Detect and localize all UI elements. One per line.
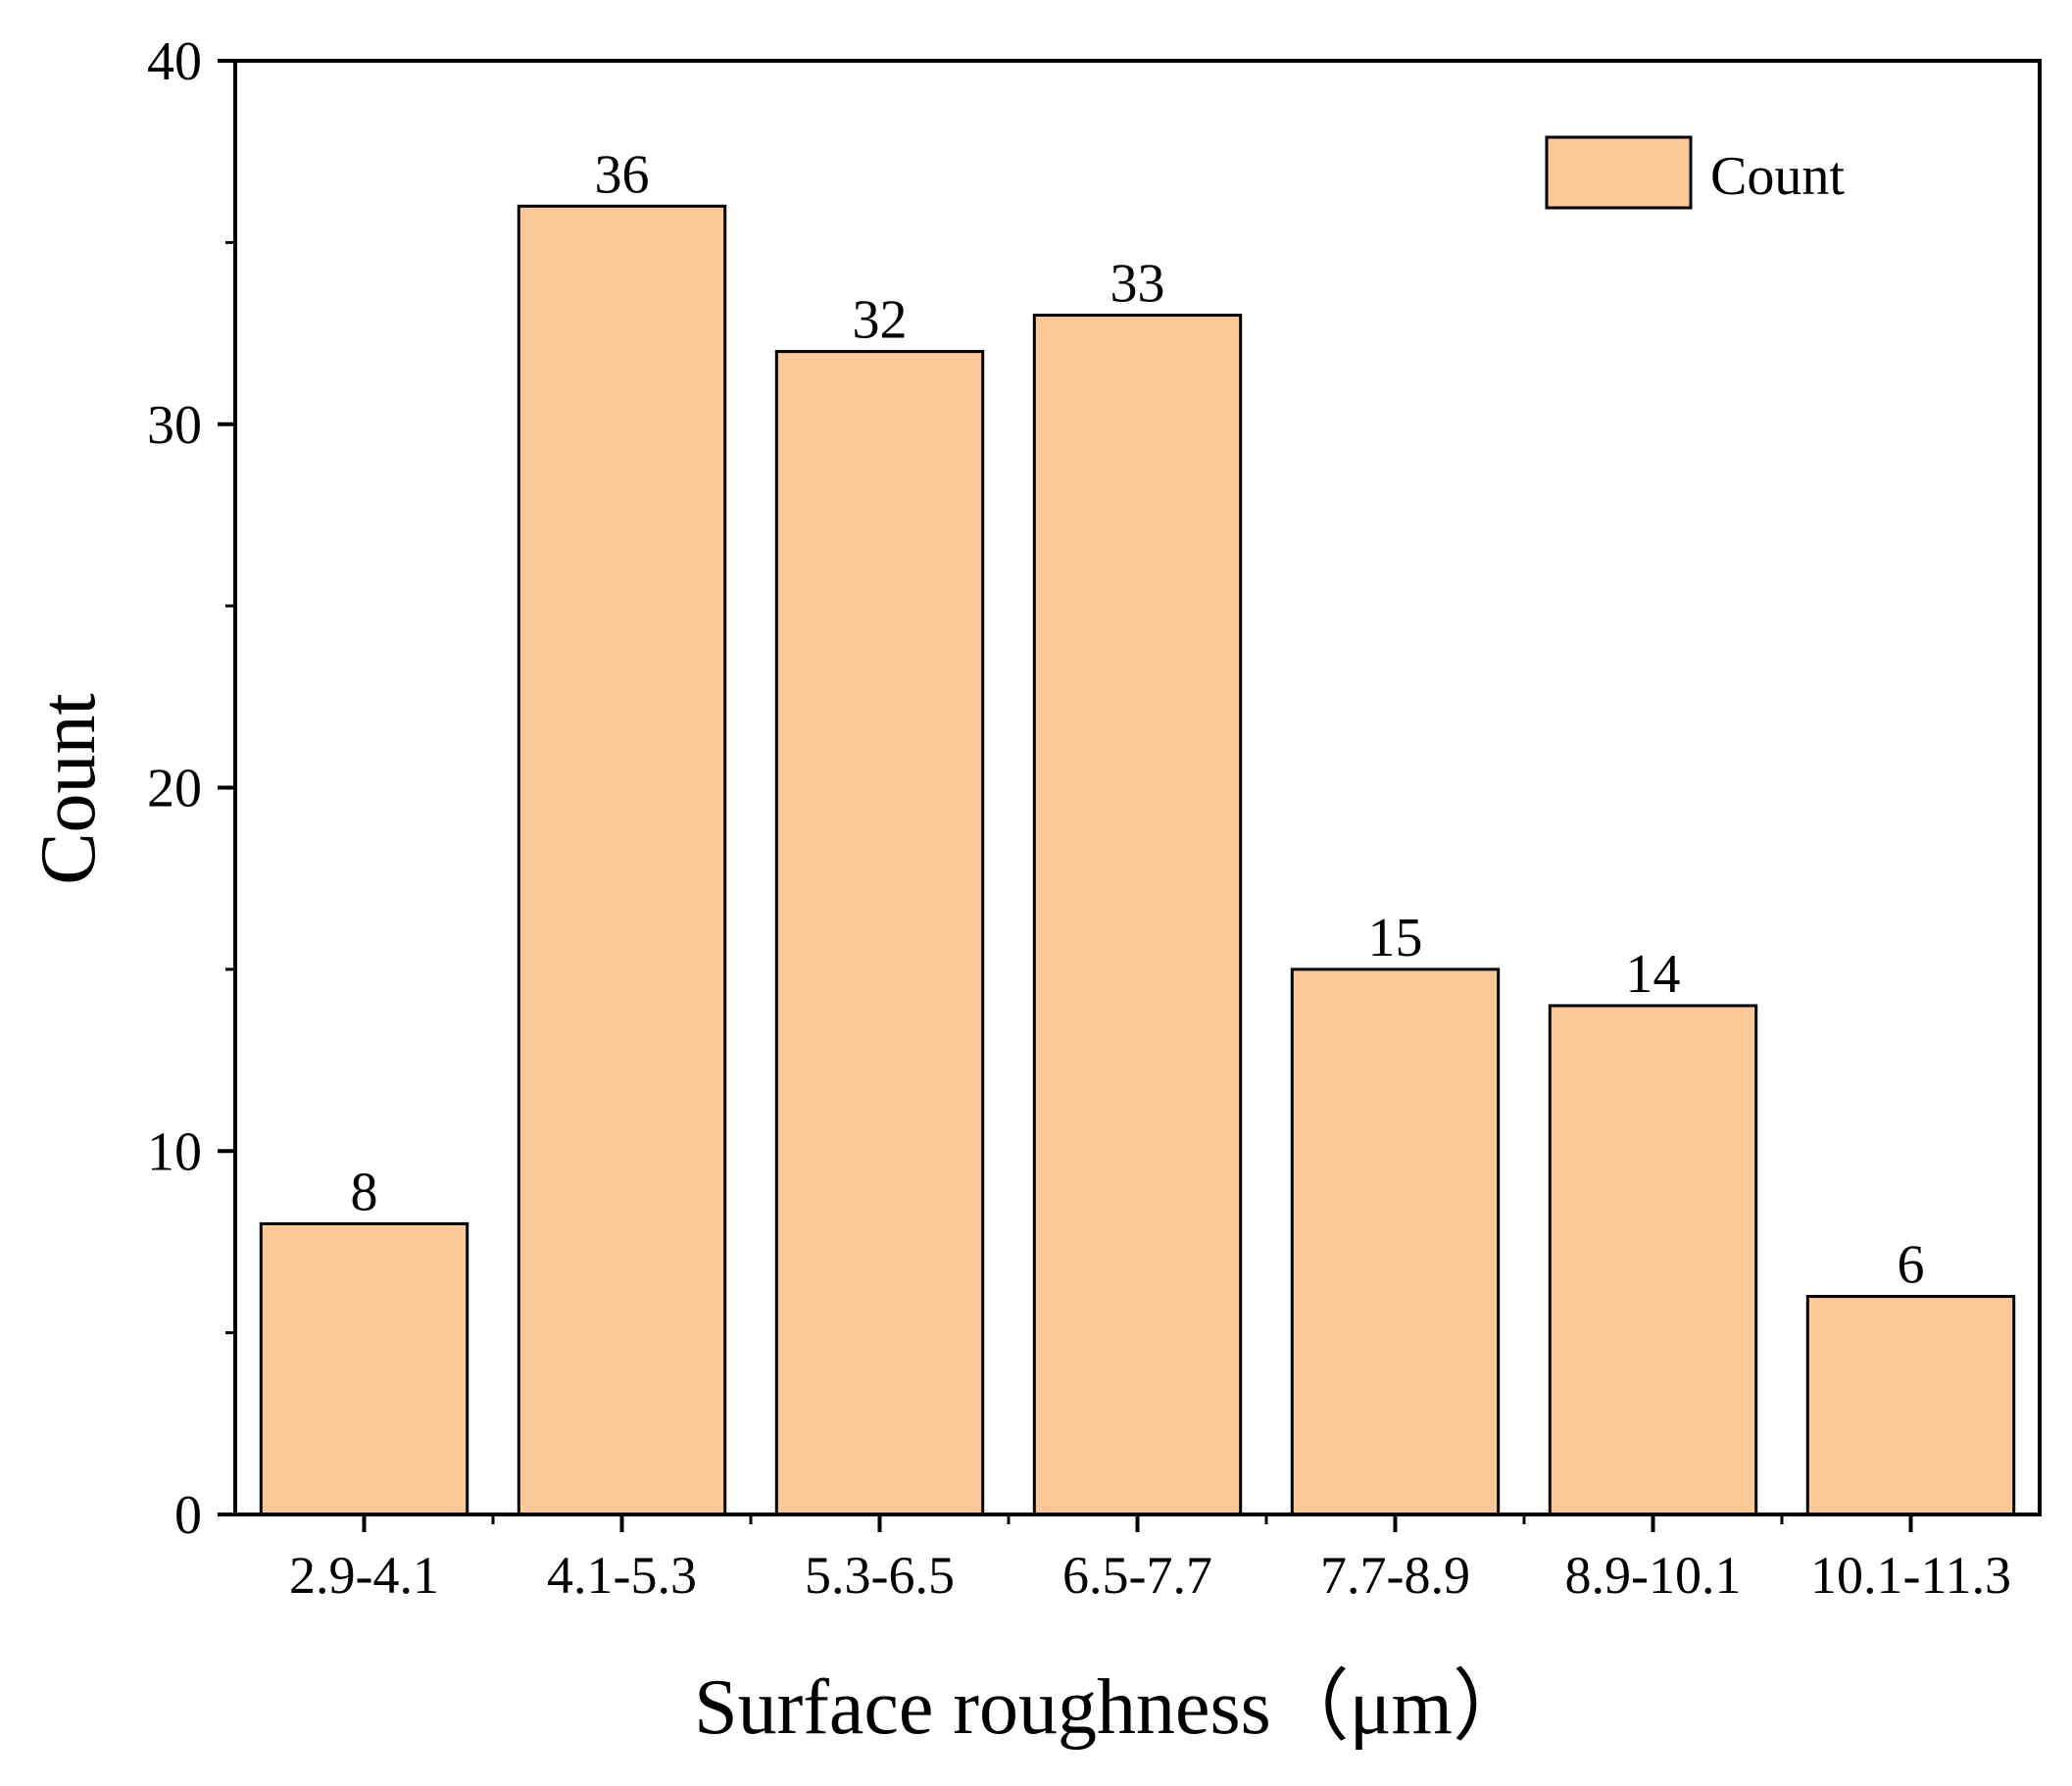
data-label-8.9-10.1: 14 [1626, 944, 1681, 1005]
x-tick-label-5.3-6.5: 5.3-6.5 [805, 1546, 955, 1605]
data-label-4.1-5.3: 36 [595, 144, 650, 205]
bar-2.9-4.1 [259, 1221, 469, 1516]
y-axis-title: Count [25, 693, 112, 885]
x-tick-label-4.1-5.3: 4.1-5.3 [547, 1546, 697, 1605]
labels-group: 8 2.9-4.1 36 4.1-5.3 32 5.3-6.5 33 6.5-7.7 15 7.7… [147, 31, 2011, 1605]
y-tick-label-30: 30 [147, 395, 202, 456]
data-label-6.5-7.7: 33 [1110, 254, 1165, 315]
bar-4.1-5.3 [517, 204, 727, 1516]
bars-group [259, 204, 2016, 1516]
y-tick-label-40: 40 [147, 31, 202, 92]
data-label-2.9-4.1: 8 [351, 1162, 378, 1222]
bar-6.5-7.7 [1032, 314, 1243, 1516]
x-tick-label-6.5-7.7: 6.5-7.7 [1062, 1546, 1212, 1605]
data-label-5.3-6.5: 32 [853, 290, 908, 351]
axes-group [218, 59, 2042, 1532]
plot-frame [233, 59, 2042, 1516]
legend-label: Count [1710, 146, 1845, 207]
x-tick-label-2.9-4.1: 2.9-4.1 [289, 1546, 439, 1605]
data-label-7.7-8.9: 15 [1368, 908, 1423, 968]
bar-5.3-6.5 [774, 350, 985, 1516]
y-tick-label-0: 0 [174, 1485, 202, 1546]
y-tick-label-20: 20 [147, 759, 202, 819]
x-tick-label-7.7-8.9: 7.7-8.9 [1320, 1546, 1470, 1605]
bar-10.1-11.3 [1805, 1295, 2016, 1516]
x-axis-title: Surface roughness（μm） [694, 1664, 1531, 1751]
legend-swatch [1545, 135, 1693, 210]
legend: Count [1545, 135, 1845, 210]
y-tick-label-10: 10 [147, 1121, 202, 1182]
bar-8.9-10.1 [1548, 1004, 1758, 1516]
x-tick-label-10.1-11.3: 10.1-11.3 [1810, 1546, 2011, 1605]
data-label-10.1-11.3: 6 [1898, 1235, 1925, 1296]
bar-7.7-8.9 [1290, 967, 1501, 1516]
x-tick-label-8.9-10.1: 8.9-10.1 [1565, 1546, 1742, 1605]
